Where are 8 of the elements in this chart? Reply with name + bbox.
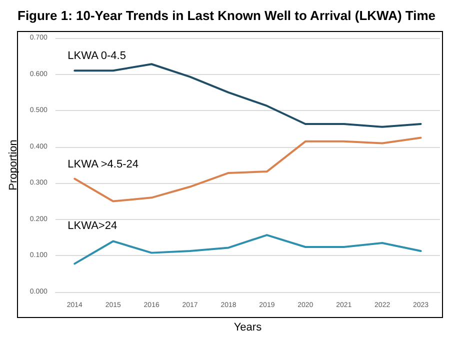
series-label: LKWA>24 — [68, 220, 118, 232]
line-series — [74, 63, 422, 128]
x-axis-title: Years — [234, 322, 262, 334]
y-axis-title: Proportion — [8, 140, 20, 190]
series-label: LKWA >4.5-24 — [68, 158, 138, 170]
line-series — [74, 234, 422, 265]
chart-title: Figure 1: 10-Year Trends in Last Known Well to Arrival (LKWA) Time — [17, 8, 436, 23]
series-label: LKWA 0-4.5 — [68, 50, 126, 62]
